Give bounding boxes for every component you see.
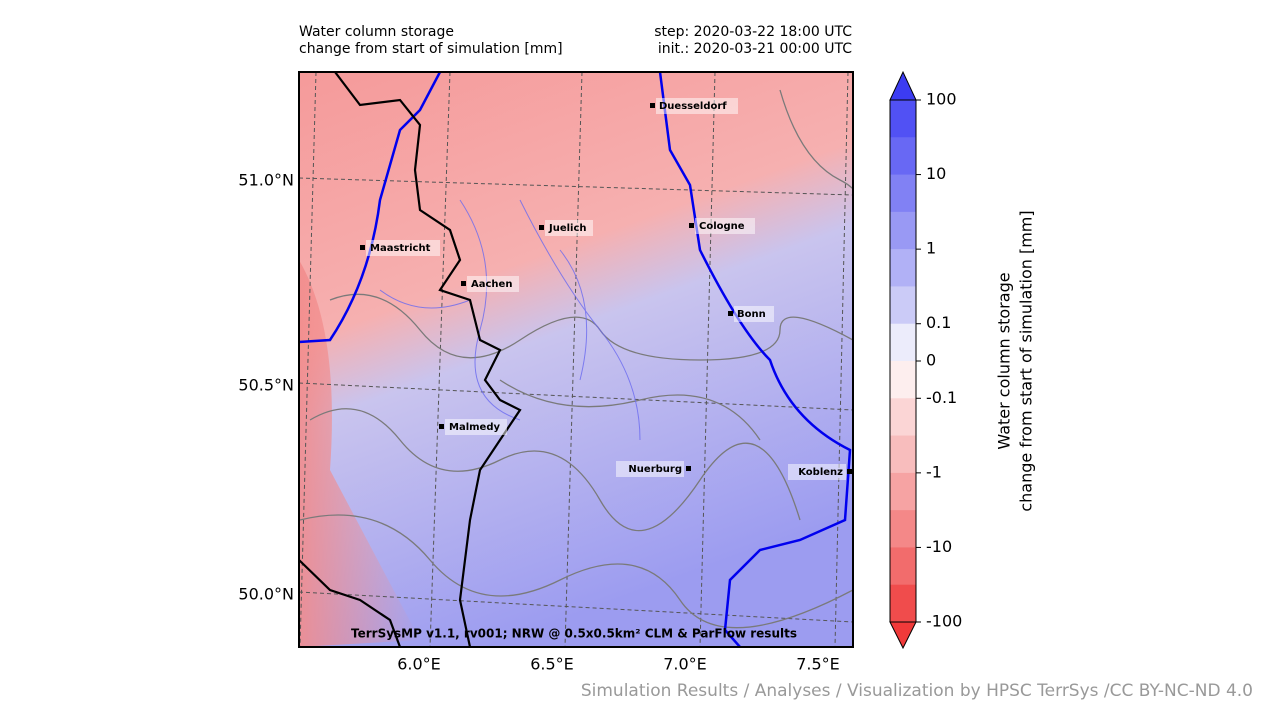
- colorbar-band: [890, 211, 916, 250]
- colorbar-band: [890, 510, 916, 548]
- colorbar-band: [890, 137, 916, 176]
- colorbar-band: [890, 249, 916, 287]
- colorbar-band: [890, 584, 916, 623]
- lat-label: 50.0°N: [238, 585, 294, 604]
- lat-label: 50.5°N: [238, 376, 294, 395]
- colorbar-tick-label: -10: [926, 537, 952, 556]
- colorbar-band: [890, 398, 916, 437]
- city: Duesseldorf: [650, 98, 738, 114]
- colorbar-tick-label: 10: [926, 164, 946, 183]
- colorbar-tick-label: -0.1: [926, 388, 957, 407]
- lon-label: 7.5°E: [796, 655, 840, 674]
- river-rhine: [299, 72, 852, 647]
- rivers: [379, 199, 641, 441]
- city-label: Bonn: [737, 309, 766, 320]
- colorbar-band: [890, 547, 916, 586]
- city-label: Nuerburg: [628, 464, 682, 475]
- map: [299, 72, 853, 647]
- colorbar-tick-label: 1: [926, 239, 936, 258]
- colorbar-tick-label: 0.1: [926, 313, 951, 332]
- city: Maastricht: [360, 240, 440, 256]
- colorbar-extend: [889, 621, 917, 650]
- credit: Simulation Results / Analyses / Visualiz…: [581, 681, 1253, 701]
- colorbar-band: [890, 100, 916, 138]
- lat-label: 51.0°N: [238, 171, 294, 190]
- colorbar-band: [890, 286, 916, 325]
- city: Aachen: [461, 276, 519, 292]
- init: init.: 2020-03-21 00:00 UTC: [658, 41, 852, 57]
- map-frame: [298, 71, 854, 648]
- colorbar-extend: [889, 70, 917, 101]
- city: Juelich: [539, 220, 593, 236]
- graticule: [299, 72, 853, 647]
- lon-label: 6.5°E: [530, 655, 574, 674]
- title: change from start of simulation [mm]: [299, 41, 563, 57]
- city: Nuerburg: [616, 461, 691, 477]
- city: Koblenz: [788, 464, 852, 480]
- field-west: [299, 260, 420, 647]
- colorbar-tick-label: 100: [926, 90, 957, 109]
- city: Cologne: [689, 218, 755, 234]
- lon-label: 7.0°E: [663, 655, 707, 674]
- colorbar-tick-label: -1: [926, 462, 942, 481]
- city: Malmedy: [439, 419, 507, 435]
- colorbar-label: change from start of simulation [mm]: [1017, 210, 1036, 511]
- colorbar-band: [890, 323, 916, 362]
- city-label: Maastricht: [370, 243, 431, 254]
- city-label: Malmedy: [449, 422, 500, 433]
- city: Bonn: [728, 306, 774, 322]
- colorbar-tick-label: 0: [926, 351, 936, 370]
- colorbar-tick-label: -100: [926, 612, 962, 631]
- city-label: Cologne: [699, 221, 745, 232]
- colorbar-band: [890, 361, 916, 399]
- map-footer: TerrSysMP v1.1, rv001; NRW @ 0.5x0.5km² …: [351, 627, 797, 641]
- field: [299, 72, 853, 647]
- cities: Duesseldorf Cologne Juelich Maastricht A…: [360, 98, 852, 480]
- colorbar-label: Water column storage: [995, 272, 1014, 449]
- colorbar-band: [890, 435, 916, 474]
- colorbar: 100 10 1 0.1 0 -0.1 -1 -10 -100: [889, 70, 962, 650]
- city-label: Aachen: [471, 279, 512, 290]
- city-label: Juelich: [548, 223, 587, 234]
- title: Water column storage: [299, 24, 454, 40]
- step: step: 2020-03-22 18:00 UTC: [654, 24, 852, 40]
- city-label: Duesseldorf: [659, 101, 727, 112]
- lon-label: 6.0°E: [397, 655, 441, 674]
- colorbar-band: [890, 174, 916, 213]
- city-label: Koblenz: [798, 467, 843, 478]
- border: [299, 72, 522, 647]
- colorbar-band: [890, 472, 916, 511]
